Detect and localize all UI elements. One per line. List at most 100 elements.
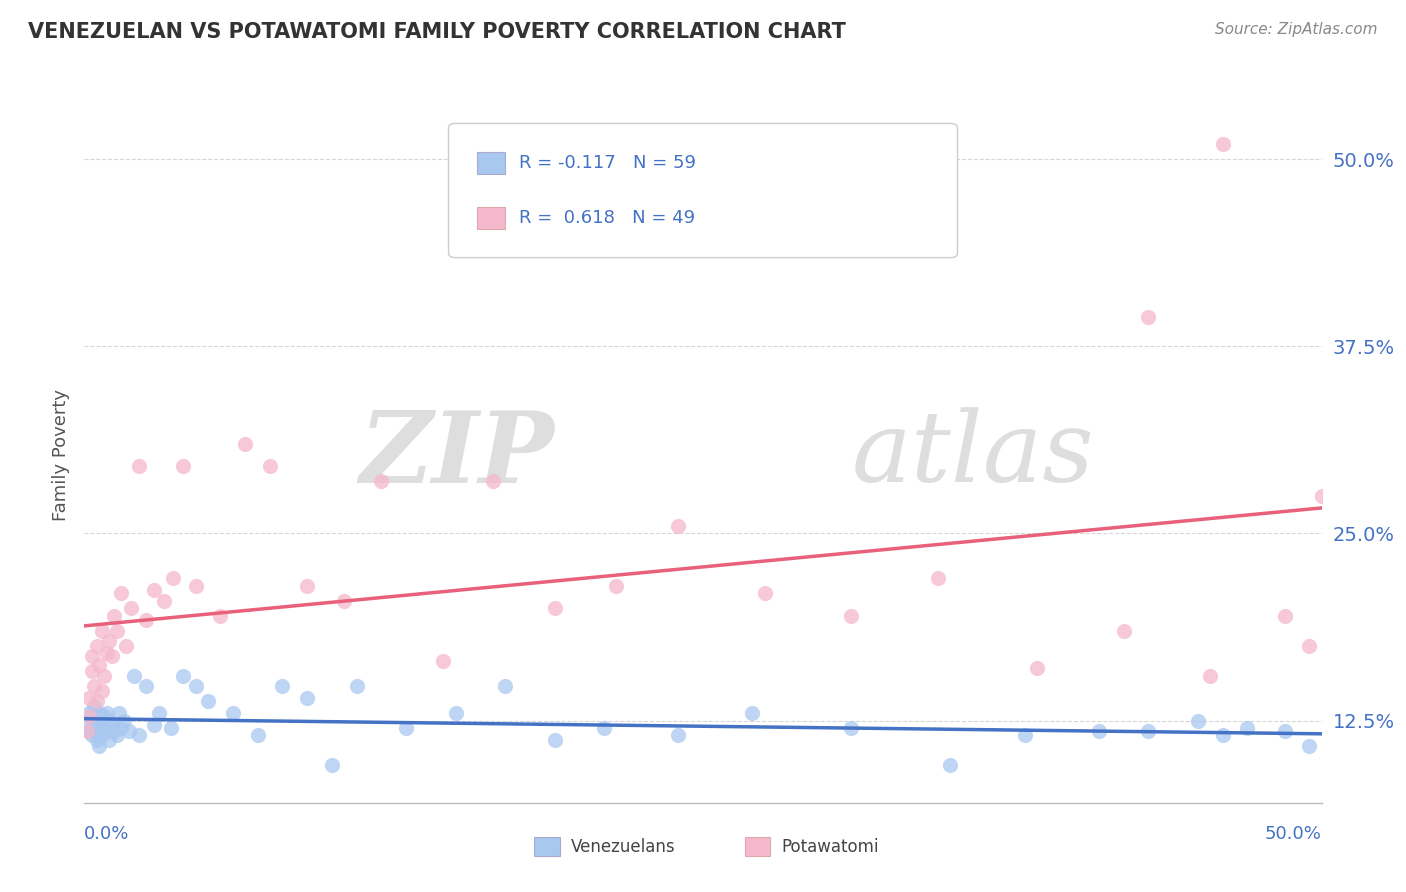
Point [1014, 729, 1036, 743]
Point [110, 721, 132, 735]
Point [96, 723, 118, 738]
Point [93, 668, 115, 682]
Text: Potawatomi: Potawatomi [782, 838, 879, 855]
Point [1088, 723, 1111, 738]
Text: VENEZUELAN VS POTAWATOMI FAMILY POVERTY CORRELATION CHART: VENEZUELAN VS POTAWATOMI FAMILY POVERTY … [28, 22, 846, 42]
Point [741, 706, 763, 720]
Point [152, 594, 174, 608]
Point [1137, 310, 1160, 324]
Point [105, 729, 128, 743]
Point [184, 579, 207, 593]
Text: R = -0.117   N = 59: R = -0.117 N = 59 [519, 154, 696, 172]
Point [1026, 661, 1049, 675]
Point [110, 586, 132, 600]
Point [1274, 723, 1296, 738]
Point [1112, 624, 1135, 638]
Point [76, 723, 98, 738]
Point [86, 639, 108, 653]
Point [93, 709, 115, 723]
Point [1199, 668, 1222, 682]
Point [98, 714, 121, 728]
Point [142, 718, 165, 732]
Point [135, 613, 157, 627]
Point [494, 679, 516, 693]
Point [98, 634, 121, 648]
Point [333, 594, 356, 608]
Point [90, 729, 112, 743]
Point [135, 679, 157, 693]
Text: 50.0%: 50.0% [1265, 825, 1322, 843]
Point [184, 679, 207, 693]
Point [481, 474, 503, 488]
Point [246, 729, 269, 743]
Point [321, 758, 343, 772]
Point [160, 721, 183, 735]
Point [939, 758, 962, 772]
Point [1310, 489, 1333, 503]
Point [98, 733, 121, 747]
Point [105, 624, 128, 638]
Y-axis label: Family Poverty: Family Poverty [52, 389, 70, 521]
Point [90, 683, 112, 698]
Point [543, 601, 565, 615]
Point [841, 721, 863, 735]
Point [96, 706, 118, 720]
Point [605, 579, 627, 593]
Point [172, 668, 194, 682]
Text: ZIP: ZIP [360, 407, 554, 503]
Point [79, 691, 101, 706]
Point [209, 608, 232, 623]
Point [83, 698, 105, 713]
Point [432, 654, 454, 668]
Point [80, 649, 103, 664]
Point [83, 679, 105, 693]
Point [666, 519, 689, 533]
Point [841, 608, 863, 623]
Point [80, 709, 103, 723]
Point [118, 723, 141, 738]
Point [346, 679, 368, 693]
Point [80, 729, 103, 743]
Point [395, 721, 418, 735]
Point [233, 436, 256, 450]
Point [295, 579, 318, 593]
Point [259, 459, 281, 474]
Point [80, 664, 103, 678]
Point [162, 571, 184, 585]
Text: Venezuelans: Venezuelans [571, 838, 675, 855]
Text: Source: ZipAtlas.com: Source: ZipAtlas.com [1215, 22, 1378, 37]
Text: atlas: atlas [852, 408, 1094, 502]
Point [148, 706, 170, 720]
Point [115, 639, 138, 653]
Point [83, 718, 105, 732]
Point [93, 721, 115, 735]
Point [86, 733, 108, 747]
Point [89, 658, 111, 673]
Point [103, 723, 125, 738]
Point [103, 608, 125, 623]
Point [86, 723, 108, 738]
Point [120, 601, 142, 615]
Point [1212, 137, 1234, 152]
Point [543, 733, 565, 747]
Point [197, 694, 219, 708]
Point [90, 624, 112, 638]
Point [1274, 608, 1296, 623]
Point [86, 714, 108, 728]
Point [1187, 714, 1209, 728]
Point [1298, 639, 1320, 653]
Point [108, 706, 131, 720]
Point [1298, 739, 1320, 753]
Point [122, 668, 145, 682]
Point [271, 679, 294, 693]
Point [86, 694, 108, 708]
Point [100, 718, 122, 732]
Point [754, 586, 776, 600]
Text: 0.0%: 0.0% [84, 825, 129, 843]
Point [112, 714, 135, 728]
Point [222, 706, 245, 720]
Point [79, 723, 101, 738]
Point [172, 459, 194, 474]
Point [100, 649, 122, 664]
Point [927, 571, 949, 585]
